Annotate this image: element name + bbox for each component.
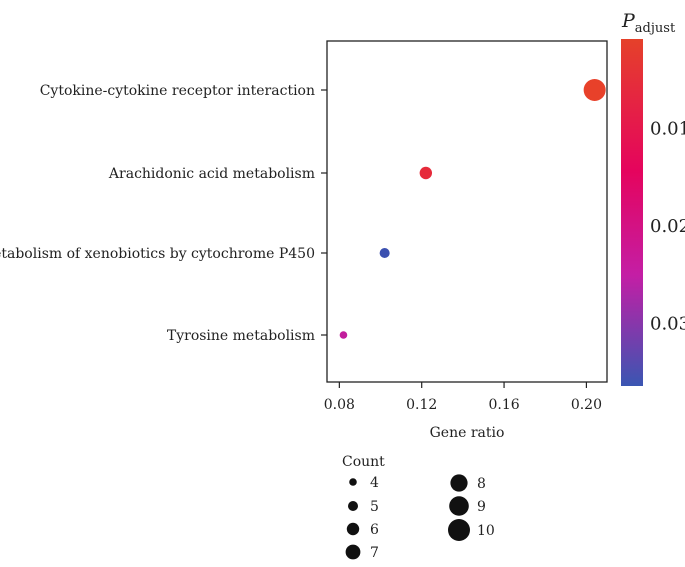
size-legend-label: 8: [477, 476, 486, 492]
y-tick-label: Cytokine-cytokine receptor interaction: [40, 83, 315, 99]
data-point: [339, 331, 348, 339]
data-point: [583, 79, 606, 101]
x-tick-label: 0.12: [406, 397, 437, 413]
x-tick-label: 0.20: [571, 397, 602, 413]
size-legend-dot: [450, 474, 468, 492]
size-legend-dot: [448, 519, 470, 541]
x-tick-label: 0.08: [324, 397, 355, 413]
size-legend-dot: [449, 496, 469, 516]
x-axis-label: Gene ratio: [430, 425, 505, 441]
size-legend-label: 10: [477, 523, 495, 539]
y-tick-label: Arachidonic acid metabolism: [108, 166, 315, 182]
colorbar-tick-label: 0.02: [650, 216, 685, 237]
colorbar-tick-label: 0.03: [650, 314, 685, 335]
data-point: [419, 166, 433, 180]
size-legend-label: 7: [370, 545, 379, 561]
colorbar: [621, 39, 643, 386]
colorbar-tick-label: 0.01: [650, 119, 685, 140]
data-point: [379, 248, 390, 258]
size-legend-label: 6: [370, 522, 379, 538]
x-tick-label: 0.16: [488, 397, 519, 413]
legend-title: Count: [342, 454, 385, 470]
size-legend-dot: [346, 522, 360, 536]
y-tick-label: Metabolism of xenobiotics by cytochrome …: [0, 246, 315, 262]
size-legend-dot: [348, 501, 358, 511]
size-legend-label: 4: [370, 475, 379, 491]
size-legend-label: 9: [477, 499, 486, 515]
colorbar-title: Padjust: [621, 10, 676, 36]
size-legend-dot: [349, 478, 357, 486]
plot-panel-border: [326, 40, 608, 383]
size-legend-dot: [345, 544, 361, 560]
size-legend-label: 5: [370, 499, 379, 515]
y-tick-label: Tyrosine metabolism: [167, 328, 315, 344]
